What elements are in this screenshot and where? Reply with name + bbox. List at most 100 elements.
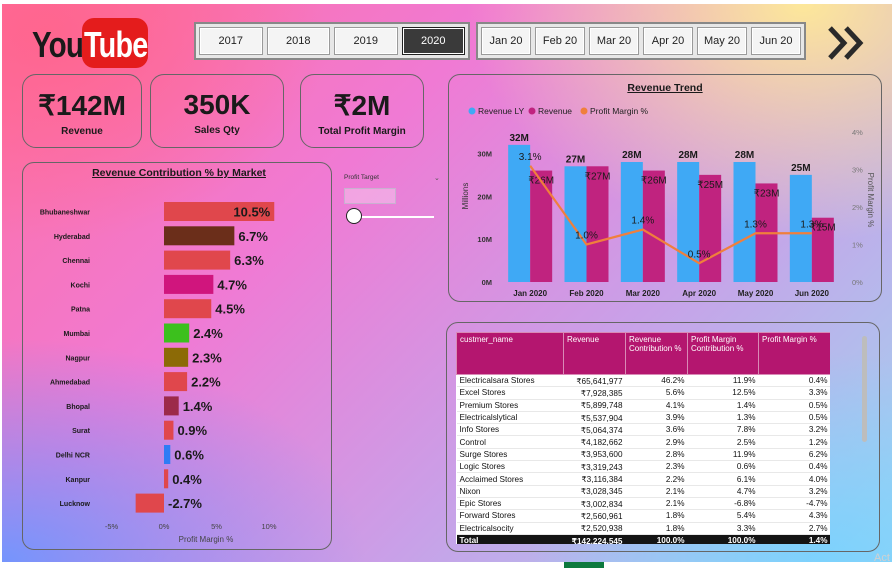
table-row[interactable]: Electricalsocity ₹2,520,938 1.8% 3.3% 2.7% bbox=[456, 522, 830, 535]
profit-margin-cell: 3.3% bbox=[758, 386, 830, 400]
profit-margin-contribution-cell: 6.1% bbox=[687, 472, 759, 486]
table-row[interactable]: Excel Stores ₹7,928,385 5.6% 12.5% 3.3% bbox=[456, 386, 830, 400]
market-category-label: Lucknow bbox=[60, 501, 91, 508]
customer-name-cell: Nixon bbox=[456, 485, 564, 498]
customer-table: custmer_name Revenue Revenue Contributio… bbox=[456, 332, 830, 544]
profit-margin-data-label: 1.4% bbox=[631, 216, 654, 227]
market-category-label: Bhopal bbox=[66, 404, 90, 411]
youtube-logo: You Tube bbox=[32, 18, 150, 70]
profit-target-slider-handle[interactable] bbox=[346, 208, 362, 224]
revenue-ly-data-label: 28M bbox=[735, 150, 754, 161]
legend-entry: Profit Margin % bbox=[590, 106, 649, 116]
profit-margin-data-label: 1.3% bbox=[800, 219, 823, 230]
revenue-cell: ₹5,537,904 bbox=[563, 411, 626, 425]
table-row[interactable]: Premium Stores ₹5,899,748 4.1% 1.4% 0.5% bbox=[456, 399, 830, 412]
revenue-cell: ₹7,928,385 bbox=[563, 386, 626, 400]
month-button-may[interactable]: May 20 bbox=[697, 27, 747, 55]
kpi-card-revenue: ₹142M Revenue bbox=[22, 74, 142, 148]
profit-margin-contribution-cell: 2.5% bbox=[687, 435, 759, 449]
table-row[interactable]: Electricalslytical ₹5,537,904 3.9% 1.3% 0.5% bbox=[456, 411, 830, 425]
year-button-2019[interactable]: 2019 bbox=[334, 27, 398, 55]
customer-table-panel bbox=[446, 322, 880, 552]
market-bar bbox=[164, 226, 235, 246]
year-slicer: 2017 2018 2019 2020 bbox=[194, 22, 470, 60]
kpi-label-revenue: Revenue bbox=[61, 126, 103, 137]
profit-margin-cell: 6.2% bbox=[758, 448, 830, 462]
trend-y-tick: 30M bbox=[477, 149, 492, 158]
year-button-2020[interactable]: 2020 bbox=[401, 27, 465, 55]
revenue-cell: ₹3,953,600 bbox=[563, 448, 626, 462]
table-row[interactable]: Logic Stores ₹3,319,243 2.3% 0.6% 0.4% bbox=[456, 460, 830, 474]
market-x-tick: 10% bbox=[261, 522, 276, 531]
trend-x-tick: Jun 2020 bbox=[795, 289, 830, 298]
market-bar bbox=[164, 299, 212, 319]
table-row[interactable]: Info Stores ₹5,064,374 3.6% 7.8% 3.2% bbox=[456, 423, 830, 437]
revenue-cell: ₹3,002,834 bbox=[563, 497, 626, 511]
month-button-feb[interactable]: Feb 20 bbox=[535, 27, 585, 55]
legend-swatch bbox=[580, 107, 588, 115]
revenue-cell: ₹2,560,961 bbox=[563, 509, 626, 523]
table-row[interactable]: Surge Stores ₹3,953,600 2.8% 11.9% 6.2% bbox=[456, 448, 830, 462]
table-total-row: Total ₹142,224,545 100.0% 100.0% 1.4% bbox=[456, 534, 830, 544]
kpi-card-sales-qty: 350K Sales Qty bbox=[150, 74, 284, 148]
revenue-contribution-cell: 1.8% bbox=[625, 509, 688, 523]
profit-target-slider-track[interactable] bbox=[354, 216, 434, 218]
profit-margin-contribution-cell: 1.3% bbox=[687, 411, 759, 425]
customer-name-cell: Electricalsara Stores bbox=[456, 374, 564, 388]
kpi-card-profit-margin: ₹2M Total Profit Margin bbox=[300, 74, 424, 148]
year-button-2017[interactable]: 2017 bbox=[199, 27, 263, 55]
profit-margin-cell: 2.7% bbox=[758, 522, 830, 535]
kpi-label-sales-qty: Sales Qty bbox=[194, 125, 240, 136]
revenue-bar bbox=[699, 174, 722, 282]
table-row[interactable]: Electricalsara Stores ₹65,641,977 46.2% 11.… bbox=[456, 374, 830, 388]
profit-margin-contribution-cell: 11.9% bbox=[687, 448, 759, 462]
revenue-trend-panel bbox=[448, 74, 882, 302]
column-header-profit-margin[interactable]: Profit Margin % bbox=[758, 332, 830, 375]
table-row[interactable]: Nixon ₹3,028,345 2.1% 4.7% 3.2% bbox=[456, 485, 830, 498]
column-header-profit-margin-contribution[interactable]: Profit Margin Contribution % bbox=[687, 332, 759, 375]
table-row[interactable]: Forward Stores ₹2,560,961 1.8% 5.4% 4.3% bbox=[456, 509, 830, 523]
month-button-mar[interactable]: Mar 20 bbox=[589, 27, 639, 55]
month-button-jun[interactable]: Jun 20 bbox=[751, 27, 801, 55]
table-row[interactable]: Acclaimed Stores ₹3,116,384 2.2% 6.1% 4.0% bbox=[456, 472, 830, 486]
trend-y2-tick: 2% bbox=[852, 203, 863, 212]
revenue-cell: ₹3,028,345 bbox=[563, 485, 626, 498]
table-scrollbar[interactable] bbox=[862, 336, 867, 442]
profit-target-input[interactable] bbox=[344, 188, 396, 204]
profit-margin-contribution-cell: 3.3% bbox=[687, 522, 759, 535]
legend-entry: Revenue LY bbox=[478, 106, 524, 116]
table-row[interactable]: Control ₹4,182,662 2.9% 2.5% 1.2% bbox=[456, 435, 830, 449]
trend-y2-tick: 3% bbox=[852, 166, 863, 175]
table-row[interactable]: Epic Stores ₹3,002,834 2.1% -6.8% -4.7% bbox=[456, 497, 830, 511]
double-chevron-right-icon[interactable] bbox=[826, 24, 866, 62]
month-button-jan[interactable]: Jan 20 bbox=[481, 27, 531, 55]
trend-x-tick: Jan 2020 bbox=[513, 289, 547, 298]
trend-y2-axis-label: Profit Margin % bbox=[866, 173, 875, 228]
column-header-revenue[interactable]: Revenue bbox=[563, 332, 626, 375]
customer-name-cell: Logic Stores bbox=[456, 460, 564, 474]
year-button-2018[interactable]: 2018 bbox=[266, 27, 330, 55]
market-data-label: 2.4% bbox=[193, 326, 223, 341]
market-bar-chart: Bhubaneshwar 10.5% Hyderabad 6.7% Chennai 6.3… bbox=[40, 202, 277, 544]
revenue-contribution-cell: 3.6% bbox=[625, 423, 688, 437]
total-profit-margin-cell: 1.4% bbox=[758, 534, 830, 544]
revenue-contribution-cell: 1.8% bbox=[625, 522, 688, 535]
legend-swatch bbox=[468, 107, 476, 115]
customer-table-body: Electricalsara Stores ₹65,641,977 46.2% 11.… bbox=[456, 374, 830, 544]
column-header-revenue-contribution[interactable]: Revenue Contribution % bbox=[625, 332, 688, 375]
month-button-apr[interactable]: Apr 20 bbox=[643, 27, 693, 55]
chevron-down-icon[interactable]: ⌄ bbox=[434, 175, 440, 182]
market-bar bbox=[164, 250, 231, 270]
profit-margin-cell: 0.5% bbox=[758, 399, 830, 412]
bottom-strip bbox=[0, 562, 894, 568]
revenue-contribution-cell: 2.1% bbox=[625, 497, 688, 511]
market-bar bbox=[164, 396, 179, 416]
trend-y2-tick: 1% bbox=[852, 241, 863, 250]
profit-margin-line bbox=[529, 165, 812, 265]
revenue-ly-data-label: 32M bbox=[509, 133, 528, 144]
market-data-label: 0.4% bbox=[172, 472, 202, 487]
column-header-customer[interactable]: custmer_name bbox=[456, 332, 564, 375]
revenue-cell: ₹2,520,938 bbox=[563, 522, 626, 535]
revenue-cell: ₹4,182,662 bbox=[563, 435, 626, 449]
market-contribution-panel bbox=[22, 162, 332, 550]
